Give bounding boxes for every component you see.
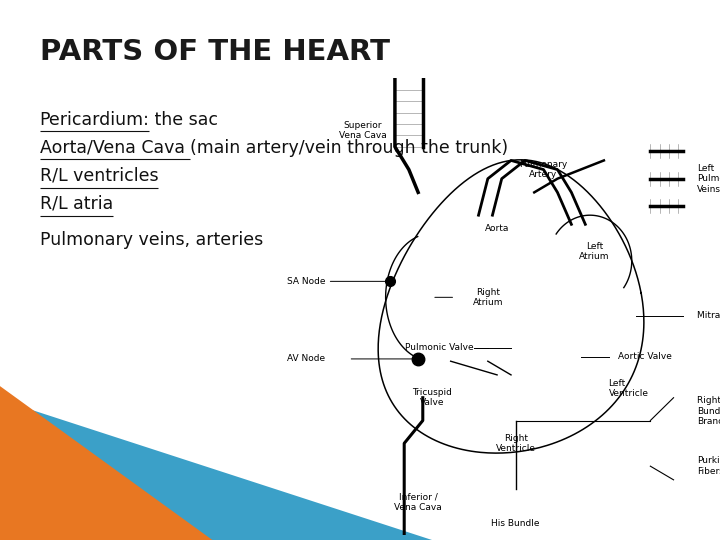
Text: Right & Left
Bundle
Branches: Right & Left Bundle Branches — [697, 396, 720, 426]
Text: Pulmonary
Artery: Pulmonary Artery — [519, 160, 567, 179]
Text: AV Node: AV Node — [287, 354, 325, 363]
Text: (main artery/vein through the trunk): (main artery/vein through the trunk) — [190, 139, 508, 157]
Text: Purkinje
Fibers: Purkinje Fibers — [697, 456, 720, 476]
Text: Aorta/Vena Cava: Aorta/Vena Cava — [40, 139, 190, 157]
Text: the sac: the sac — [150, 111, 218, 129]
Text: Superior
Vena Cava: Superior Vena Cava — [338, 121, 387, 140]
Text: Left
Pulmonary
Veins: Left Pulmonary Veins — [697, 164, 720, 193]
Text: SA Node: SA Node — [287, 277, 325, 286]
Text: PARTS OF THE HEART: PARTS OF THE HEART — [40, 38, 390, 66]
Text: Aorta: Aorta — [485, 225, 509, 233]
Text: Inferior /
Vena Cava: Inferior / Vena Cava — [395, 493, 442, 512]
Text: Left
Atrium: Left Atrium — [580, 242, 610, 261]
Text: R/L ventricles: R/L ventricles — [40, 167, 158, 185]
Polygon shape — [0, 386, 212, 540]
Text: Pulmonic Valve: Pulmonic Valve — [405, 343, 474, 352]
Text: Pericardium:: Pericardium: — [40, 111, 150, 129]
Text: Pulmonary veins, arteries: Pulmonary veins, arteries — [40, 231, 263, 249]
Text: Right
Ventricle: Right Ventricle — [495, 434, 536, 453]
Polygon shape — [0, 400, 432, 540]
Text: R/L atria: R/L atria — [40, 195, 113, 213]
Text: His Bundle: His Bundle — [492, 519, 540, 528]
Text: Left
Ventricle: Left Ventricle — [608, 379, 649, 399]
Text: Tricuspid
Valve: Tricuspid Valve — [412, 388, 452, 407]
Text: Right
Atrium: Right Atrium — [472, 288, 503, 307]
Text: Aortic Valve: Aortic Valve — [618, 352, 672, 361]
Text: Mitral Valve: Mitral Valve — [697, 311, 720, 320]
